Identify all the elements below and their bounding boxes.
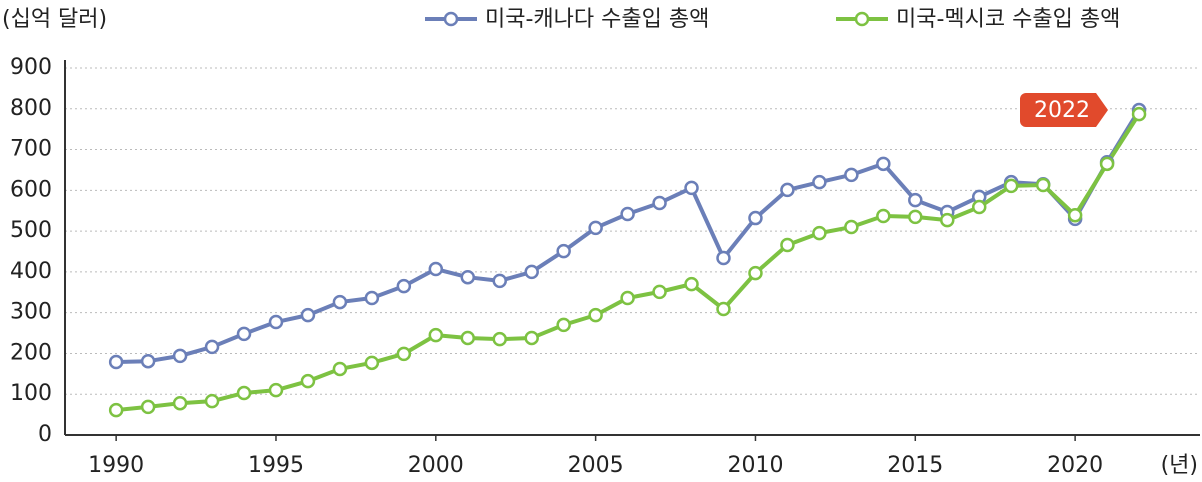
data-point (684, 180, 699, 196)
data-point (332, 361, 348, 377)
data-point (204, 339, 220, 355)
data-point (780, 182, 795, 198)
data-point (236, 385, 252, 401)
data-point (524, 330, 539, 346)
data-point (812, 225, 827, 241)
data-point (364, 355, 380, 371)
y-axis-label: (십억 달러) (2, 7, 107, 32)
data-point (748, 210, 763, 226)
data-point (1003, 178, 1019, 194)
data-point (492, 331, 507, 347)
data-point (588, 307, 603, 323)
data-point (300, 373, 316, 389)
data-point (428, 327, 444, 343)
data-point (140, 399, 156, 415)
data-point (620, 206, 635, 222)
x-tick-label: 2005 (568, 453, 624, 478)
x-tick-label: 2015 (887, 453, 943, 478)
data-point (940, 212, 955, 228)
data-point (1099, 156, 1115, 172)
data-point (172, 348, 188, 364)
data-point (524, 264, 539, 280)
legend-label: 미국-멕시코 수출입 총액 (896, 7, 1120, 32)
data-point (268, 382, 284, 398)
data-point (460, 269, 476, 285)
y-tick-label: 700 (10, 137, 52, 162)
data-point (556, 317, 571, 333)
data-point (428, 261, 444, 277)
data-point (844, 167, 859, 183)
x-tick-label: 2020 (1047, 453, 1103, 478)
x-axis-label: (년) (1161, 453, 1198, 478)
annotation: 2022 (1034, 98, 1090, 123)
data-point (492, 273, 507, 289)
data-point (1067, 207, 1083, 223)
data-point (748, 265, 763, 281)
data-point (236, 326, 252, 342)
y-tick-label: 500 (10, 218, 52, 243)
data-point (812, 174, 827, 190)
y-tick-label: 200 (10, 340, 52, 365)
legend-marker (443, 11, 459, 27)
y-tick-label: 800 (10, 96, 52, 121)
data-point (876, 156, 891, 172)
x-tick-label: 2010 (727, 453, 783, 478)
data-point (652, 284, 667, 300)
data-point (780, 237, 795, 253)
data-point (908, 192, 923, 208)
data-point (396, 346, 412, 362)
data-point (108, 354, 124, 370)
data-point (460, 330, 476, 346)
y-tick-label: 900 (10, 55, 52, 80)
data-point (140, 353, 156, 369)
data-point (1131, 106, 1147, 122)
data-point (268, 314, 284, 330)
data-point (396, 278, 412, 294)
y-tick-label: 300 (10, 300, 52, 325)
y-tick-label: 100 (10, 381, 52, 406)
data-point (300, 307, 316, 323)
legend-label: 미국-캐나다 수출입 총액 (485, 7, 709, 32)
data-point (204, 393, 220, 409)
data-point (172, 395, 188, 411)
series-line (115, 112, 1141, 413)
data-point (876, 208, 891, 224)
y-tick-label: 600 (10, 177, 52, 202)
data-point (108, 402, 124, 418)
x-tick-label: 1995 (248, 453, 304, 478)
x-tick-label: 1990 (88, 453, 144, 478)
data-point (844, 219, 859, 235)
data-point (332, 294, 348, 310)
data-point (716, 250, 731, 266)
x-tick-label: 2000 (408, 453, 464, 478)
data-point (556, 243, 571, 259)
data-point (364, 290, 380, 306)
annotation-box (1020, 93, 1108, 128)
data-point (908, 209, 923, 225)
y-tick-label: 0 (38, 422, 52, 447)
data-point (652, 195, 667, 211)
data-point (971, 199, 987, 215)
data-point (684, 276, 699, 292)
data-point (716, 301, 731, 317)
data-point (588, 220, 603, 236)
y-tick-label: 400 (10, 259, 52, 284)
data-point (1035, 177, 1051, 193)
data-point (620, 290, 635, 306)
legend-marker (854, 11, 870, 27)
